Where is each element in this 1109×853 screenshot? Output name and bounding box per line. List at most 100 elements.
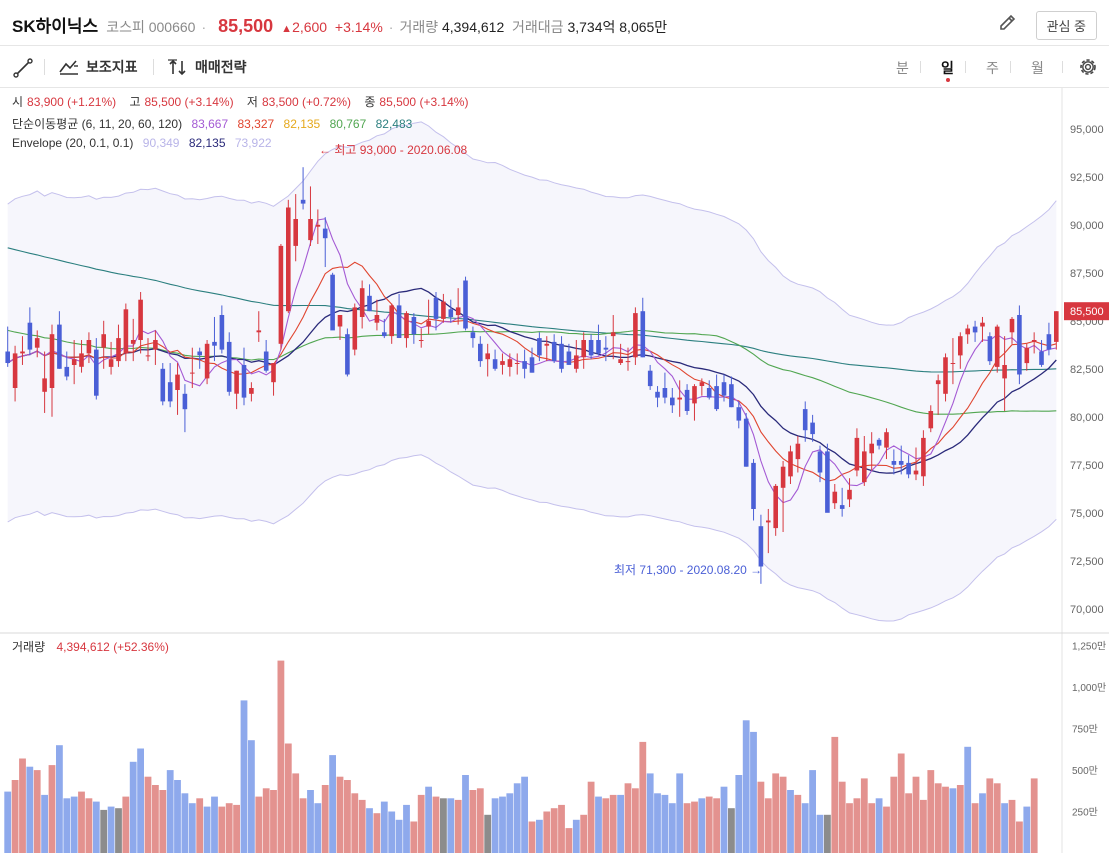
candle-body [367,295,372,312]
strategy-button[interactable]: 매매전략 [167,57,247,77]
candle-body [743,418,749,467]
candle [86,332,92,364]
period-day-tab[interactable]: 일 [941,60,954,76]
volume-bar [33,770,41,853]
candle [670,388,675,413]
candle [677,380,682,417]
candle-body [758,526,764,567]
candle-body [396,305,402,338]
candle-body [529,357,535,373]
candle [256,311,262,342]
price-tick-label: 95,000 [1070,124,1104,136]
price-change-pct: +3.14% [334,19,383,35]
candle [980,316,985,342]
candle-body [847,489,852,500]
candle [271,363,276,396]
candle [559,336,564,373]
period-month-tab[interactable]: 월 [1031,60,1044,76]
candle-body [426,320,431,327]
volume-bar [440,798,447,853]
volume-bar [115,808,122,853]
period-minute-tab[interactable]: 분 [896,60,909,76]
candle [57,311,62,369]
candle-body [1017,315,1022,375]
volume-bar [240,700,248,853]
candle-body [625,361,631,363]
candle [308,186,313,246]
volume-bar [905,793,912,853]
candle-body [455,307,461,316]
candle [448,299,454,323]
volume-bar [676,773,684,853]
high-annotation-text: 최고 93,000 - 2020.06.08 [334,143,467,157]
volume-bar [816,814,824,853]
gear-icon[interactable] [1077,56,1099,78]
volume-bar [469,790,477,853]
candle-body [869,443,874,454]
volume-bar [188,803,196,853]
candle [20,336,25,365]
volume-bar [883,806,890,853]
candle [204,340,210,385]
candle-body [123,309,129,354]
price-tick-label: 72,500 [1070,556,1104,568]
close-label: 종 [364,95,375,109]
candle-body [913,470,919,475]
candle [810,414,815,442]
volume-bar [927,770,935,853]
candle-body [138,299,143,340]
candle [345,328,350,377]
candle-body [5,351,10,363]
candle-body [500,361,505,365]
candle [389,303,394,344]
candle-body [27,322,33,350]
envelope-upper-value: 90,349 [143,136,180,150]
volume-bar [609,794,617,853]
candle-body [574,355,579,369]
volume-bar [757,781,765,853]
volume-bar [233,804,240,853]
price-chart[interactable]: 95,00092,50090,00087,50085,00082,50080,0… [0,88,1109,853]
candle [743,412,749,467]
ma60-value: 80,767 [330,117,367,131]
candle-body [293,219,298,246]
candle-body [588,340,594,356]
volume-bar [543,811,551,853]
candle [382,318,387,339]
ohlc-legend: 시 83,900 (+1.21%) 고 85,500 (+3.14%) 저 83,50… [12,95,468,109]
candle-body [618,359,623,363]
pencil-icon[interactable] [997,12,1019,34]
volume-bar [890,776,898,853]
volume-legend-label: 거래량 [12,640,45,654]
candle-body [596,340,601,354]
candle [1054,311,1059,350]
up-arrow-icon: ▲ [281,23,293,35]
candle [839,487,845,517]
candle-body [994,326,1000,367]
volume-bar [794,794,802,853]
line-draw-icon[interactable] [12,57,34,79]
high-label: 고 [129,95,140,109]
candle-body [610,332,616,337]
high-value: 85,500 (+3.14%) [145,95,234,109]
candle-body [559,343,564,369]
candle [226,332,232,396]
volume-bar [329,755,336,853]
indicators-button[interactable]: 보조지표 [58,57,138,77]
candle [219,305,225,354]
volume-bar [70,796,78,853]
candle [566,343,572,365]
ma-legend: 단순이동평균 (6, 11, 20, 60, 120) 83,667 83,32… [12,117,413,131]
candle-body [204,343,210,379]
watchlist-button[interactable]: 관심 중 [1035,11,1097,40]
ma120-value: 82,483 [376,117,413,131]
candle-body [876,439,882,446]
candle-body [101,334,106,348]
price-change: 2,600 [292,19,328,35]
volume-label: 거래량 [399,19,439,35]
period-week-tab[interactable]: 주 [986,60,999,76]
turnover-label: 거래대금 [512,19,564,35]
volume-bar [358,799,366,853]
volume-bar [779,776,787,853]
candle-body [684,389,690,411]
